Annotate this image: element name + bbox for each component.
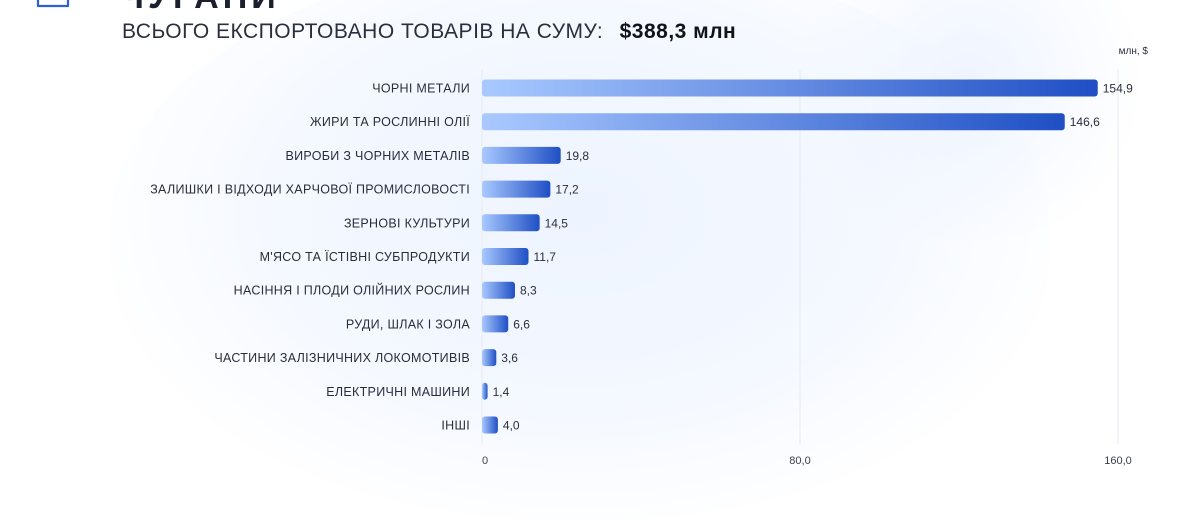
value-label: 1,4 bbox=[493, 385, 510, 399]
value-label: 17,2 bbox=[555, 183, 579, 197]
bar bbox=[482, 315, 509, 333]
envelope-icon bbox=[36, 0, 70, 8]
x-tick-label: 80,0 bbox=[789, 455, 810, 467]
x-tick-label: 0 bbox=[482, 455, 488, 467]
value-label: 19,8 bbox=[566, 149, 590, 163]
category-label: ВИРОБИ З ЧОРНИХ МЕТАЛІВ bbox=[286, 149, 471, 163]
category-label: ЗЕРНОВІ КУЛЬТУРИ bbox=[344, 216, 470, 230]
value-label: 146,6 bbox=[1070, 115, 1100, 129]
value-label: 154,9 bbox=[1103, 82, 1133, 96]
bar bbox=[482, 79, 1098, 97]
unit-label: млн, $ bbox=[1118, 46, 1148, 57]
bar bbox=[482, 113, 1065, 131]
subtitle-prefix: ВСЬОГО ЕКСПОРТОВАНО ТОВАРІВ НА СУМУ: bbox=[122, 20, 604, 43]
bar bbox=[482, 349, 497, 367]
category-label: РУДИ, ШЛАК І ЗОЛА bbox=[346, 317, 471, 331]
bar bbox=[482, 281, 515, 299]
category-label: ЕЛЕКТРИЧНІ МАШИНИ bbox=[326, 385, 470, 399]
category-label: НАСІННЯ І ПЛОДИ ОЛІЙНИХ РОСЛИН bbox=[234, 283, 470, 298]
bar bbox=[482, 416, 498, 434]
bar-chart: 0 80,0 160,0 ЧОРНІ МЕТАЛИ 154,9 ЖИРИ ТА РОСЛИ… bbox=[150, 70, 1133, 467]
category-label: ЧАСТИНИ ЗАЛІЗНИЧНИХ ЛОКОМОТИВІВ bbox=[214, 351, 470, 365]
value-label: 14,5 bbox=[545, 216, 569, 230]
bar bbox=[482, 214, 540, 232]
bar bbox=[482, 180, 551, 198]
bar bbox=[482, 248, 529, 265]
chart-subtitle: ВСЬОГО ЕКСПОРТОВАНО ТОВАРІВ НА СУМУ: $38… bbox=[122, 20, 736, 44]
value-label: 3,6 bbox=[501, 351, 518, 365]
value-label: 11,7 bbox=[534, 250, 557, 264]
value-label: 4,0 bbox=[503, 419, 520, 433]
page-title: ЧУГАНИ bbox=[120, 0, 280, 17]
value-label: 8,3 bbox=[520, 284, 537, 298]
category-label: ЗАЛИШКИ І ВІДХОДИ ХАРЧОВОЇ ПРОМИСЛОВОСТІ bbox=[150, 183, 470, 197]
category-label: ЖИРИ ТА РОСЛИННІ ОЛІЇ bbox=[310, 115, 470, 129]
category-label: М'ЯСО ТА ЇСТІВНІ СУБПРОДУКТИ bbox=[260, 250, 470, 264]
category-label: ІНШІ bbox=[441, 419, 470, 433]
subtitle-total: $388,3 млн bbox=[619, 20, 737, 43]
category-label: ЧОРНІ МЕТАЛИ bbox=[372, 82, 470, 96]
x-tick-label: 160,0 bbox=[1104, 455, 1132, 467]
bar bbox=[482, 382, 488, 400]
value-label: 6,6 bbox=[513, 317, 530, 331]
bar bbox=[482, 146, 561, 164]
